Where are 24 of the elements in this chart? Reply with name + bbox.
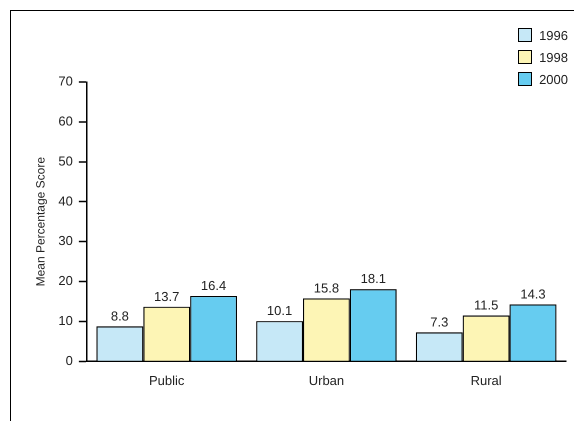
legend-label: 1998 [539, 50, 568, 64]
data-label: 14.3 [520, 286, 546, 302]
data-label: 7.3 [430, 314, 448, 330]
x-tick-label: Urban [308, 372, 344, 388]
y-tick-label: 70 [58, 74, 73, 89]
data-label: 13.7 [154, 288, 180, 304]
y-tick-label: 50 [58, 153, 73, 168]
y-tick-label: 10 [58, 313, 73, 328]
data-label: 10.1 [266, 303, 292, 318]
data-label: 18.1 [360, 271, 386, 286]
legend-label: 2000 [539, 72, 568, 86]
x-tick-label: Rural [470, 372, 502, 388]
y-tick-label: 30 [58, 233, 73, 248]
y-tick-label: 0 [66, 352, 73, 368]
data-label: 16.4 [200, 278, 226, 294]
data-label: 8.8 [110, 308, 129, 324]
data-label: 15.8 [314, 280, 340, 296]
data-label: 11.5 [474, 298, 498, 313]
y-axis-title: Mean Percentage Score [34, 156, 48, 286]
y-tick-label: 20 [58, 273, 73, 288]
x-tick-label: Public [149, 372, 185, 388]
legend-label: 1996 [539, 28, 568, 42]
y-tick-label: 60 [58, 113, 73, 128]
y-tick-label: 40 [58, 193, 73, 208]
